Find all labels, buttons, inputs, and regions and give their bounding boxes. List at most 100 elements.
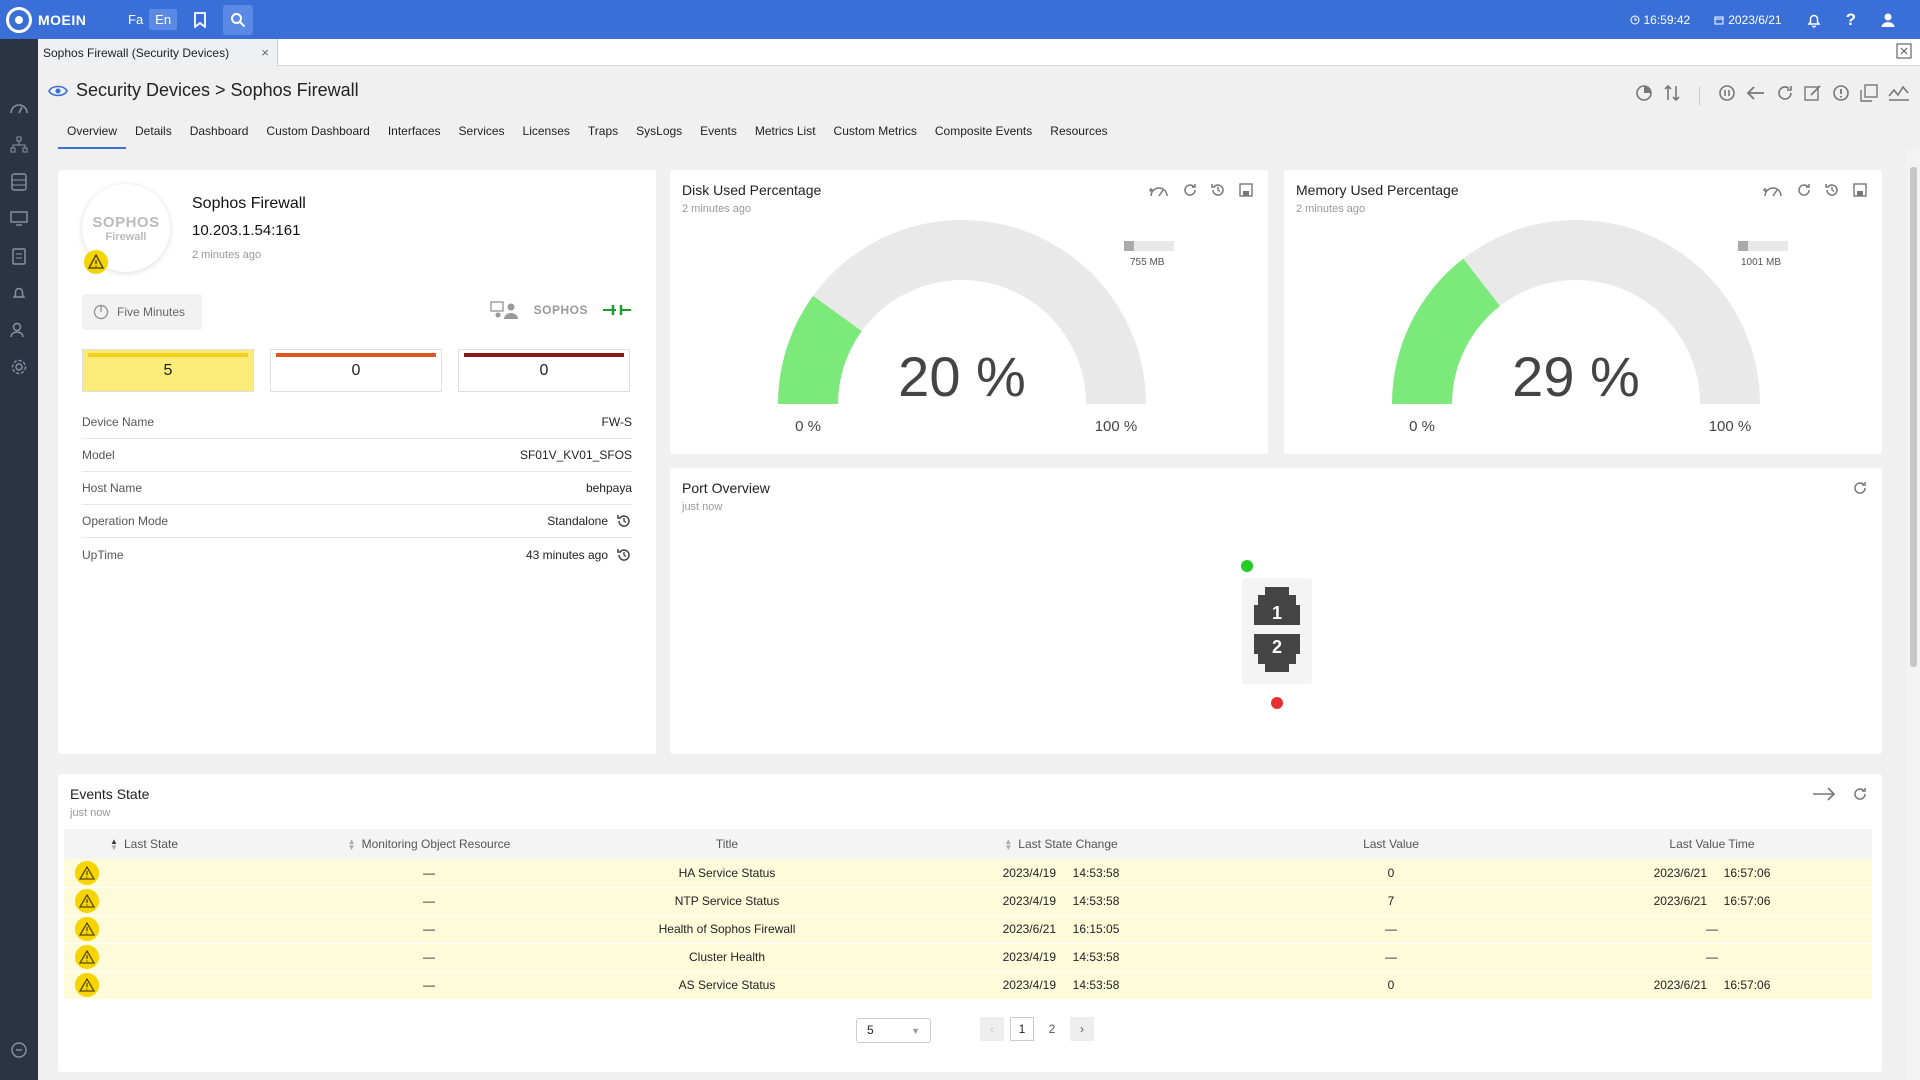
device-name: Sophos Firewall <box>192 195 306 212</box>
warning-icon <box>75 917 99 941</box>
resize-icon[interactable] <box>1860 84 1878 107</box>
help-icon[interactable]: ? <box>1845 9 1856 29</box>
port-1-label: 1 <box>1271 603 1282 623</box>
cell-last-value-time: — <box>1552 915 1872 944</box>
value-time-time: 16:57:06 <box>1723 978 1771 992</box>
tab-custom-metrics[interactable]: Custom Metrics <box>833 124 917 138</box>
tab-details[interactable]: Details <box>135 124 172 138</box>
open-tab[interactable]: Sophos Firewall (Security Devices) × <box>38 39 278 66</box>
edit-icon[interactable] <box>1804 84 1822 107</box>
reports-icon[interactable] <box>0 237 38 274</box>
user-icon[interactable] <box>1880 12 1896 28</box>
history-icon[interactable] <box>1210 182 1226 203</box>
next-page-button[interactable]: › <box>1070 1017 1094 1041</box>
alert-icon[interactable] <box>1832 84 1850 107</box>
date: 2023/6/21 <box>1714 13 1782 27</box>
column-header[interactable]: ▲ ▼ Last State Change <box>892 829 1230 859</box>
interval-button[interactable]: Five Minutes <box>82 294 202 330</box>
port-2-label: 2 <box>1271 637 1282 657</box>
pie-chart-icon[interactable] <box>1635 84 1653 107</box>
lang-fa-button[interactable]: Fa <box>128 12 144 27</box>
search-icon[interactable] <box>223 4 254 35</box>
port-2[interactable]: 2 <box>1252 632 1302 674</box>
counter-error[interactable]: 0 <box>270 349 442 392</box>
counter-warning[interactable]: 5 <box>82 349 254 392</box>
tab-events[interactable]: Events <box>700 124 737 138</box>
save-icon[interactable] <box>1852 182 1868 203</box>
cell-title: NTP Service Status <box>562 887 892 916</box>
property-label: Model <box>82 448 115 462</box>
counter-critical[interactable]: 0 <box>458 349 630 392</box>
history-icon[interactable] <box>616 547 632 563</box>
tab-traps[interactable]: Traps <box>587 124 619 138</box>
database-icon[interactable] <box>0 163 38 200</box>
tab-services[interactable]: Services <box>458 124 505 138</box>
refresh-icon[interactable] <box>1776 84 1794 107</box>
column-state-icon <box>64 829 110 859</box>
monitor-icon[interactable] <box>0 200 38 237</box>
alerts-icon[interactable] <box>0 274 38 311</box>
scrollbar-thumb[interactable] <box>1910 167 1917 667</box>
page-scrollbar[interactable] <box>1907 149 1920 1080</box>
port-1[interactable]: 1 <box>1252 585 1302 627</box>
column-header[interactable]: ▲ ▼ Monitoring Object Resource <box>296 829 562 859</box>
tab-metrics-list[interactable]: Metrics List <box>754 124 816 138</box>
tab-licenses[interactable]: Licenses <box>522 124 570 138</box>
close-tab-icon[interactable]: × <box>261 45 269 60</box>
port-overview-updated: just now <box>682 501 723 513</box>
topology-icon[interactable] <box>0 126 38 163</box>
cell-last-state-change: 2023/6/21 16:15:05 <box>892 915 1230 944</box>
refresh-icon[interactable] <box>1852 480 1868 501</box>
warning-icon <box>75 889 99 913</box>
app-logo[interactable]: MOEIN <box>0 0 120 39</box>
refresh-icon[interactable] <box>1796 182 1812 203</box>
settings-icon[interactable] <box>0 348 38 385</box>
column-header[interactable]: ▲ ▼ Last State <box>110 829 296 859</box>
close-all-icon[interactable] <box>1896 43 1912 64</box>
table-row[interactable]: — Cluster Health 2023/4/19 14:53:58— — <box>64 943 1872 972</box>
property-value: 43 minutes ago <box>525 547 608 562</box>
dashboard-icon[interactable] <box>0 89 38 126</box>
refresh-icon[interactable] <box>1182 182 1198 203</box>
table-row[interactable]: — HA Service Status 2023/4/19 14:53:58 0 202… <box>64 859 1872 888</box>
page-button[interactable]: 2 <box>1048 1022 1056 1036</box>
table-row[interactable]: — NTP Service Status 2023/4/19 14:53:58 7 20… <box>64 887 1872 916</box>
tab-dashboard[interactable]: Dashboard <box>189 124 249 138</box>
gauge-value-text: 20 % <box>898 345 1026 408</box>
chart-icon[interactable] <box>1888 84 1910 107</box>
tab-syslogs[interactable]: SysLogs <box>636 124 683 138</box>
table-row[interactable]: — Health of Sophos Firewall 2023/6/21 16:1… <box>64 915 1872 944</box>
logo-text: MOEIN <box>38 11 87 28</box>
refresh-icon[interactable] <box>1852 786 1868 807</box>
speedometer-icon[interactable] <box>1148 182 1170 203</box>
table-row[interactable]: — AS Service Status 2023/4/19 14:53:58 0 202… <box>64 971 1872 1000</box>
history-icon[interactable] <box>616 513 632 529</box>
history-icon[interactable] <box>1824 182 1840 203</box>
logout-icon[interactable] <box>0 1031 38 1068</box>
cell-last-value-time: 2023/6/21 16:57:06 <box>1552 971 1872 1000</box>
cell-last-value: 0 <box>1230 971 1552 1000</box>
disk-legend-fill <box>1124 241 1134 251</box>
tab-interfaces[interactable]: Interfaces <box>387 124 441 138</box>
property-row: UpTime 43 minutes ago <box>82 538 632 571</box>
tab-custom-dashboard[interactable]: Custom Dashboard <box>266 124 370 138</box>
lang-en-button[interactable]: En <box>149 9 178 30</box>
prev-page-button[interactable]: ‹ <box>980 1017 1004 1041</box>
users-icon[interactable] <box>0 311 38 348</box>
pause-icon[interactable] <box>1718 84 1736 107</box>
device-address: 10.203.1.54:161 <box>192 222 301 239</box>
bookmark-icon[interactable] <box>185 5 215 35</box>
tab-resources[interactable]: Resources <box>1050 124 1108 138</box>
bell-icon[interactable] <box>1806 12 1822 28</box>
save-icon[interactable] <box>1238 182 1254 203</box>
cell-last-state-change: 2023/4/19 14:53:58 <box>892 971 1230 1000</box>
tab-composite-events[interactable]: Composite Events <box>934 124 1033 138</box>
sort-icon[interactable] <box>1663 84 1681 107</box>
page-button[interactable]: 1 <box>1010 1017 1034 1041</box>
speedometer-icon[interactable] <box>1762 182 1784 203</box>
interval-label: Five Minutes <box>117 305 186 319</box>
page-size-select[interactable]: 5 ▼ <box>856 1018 931 1043</box>
tab-overview[interactable]: Overview <box>58 120 127 149</box>
back-icon[interactable] <box>1746 84 1766 107</box>
arrow-right-icon[interactable] <box>1812 786 1836 807</box>
